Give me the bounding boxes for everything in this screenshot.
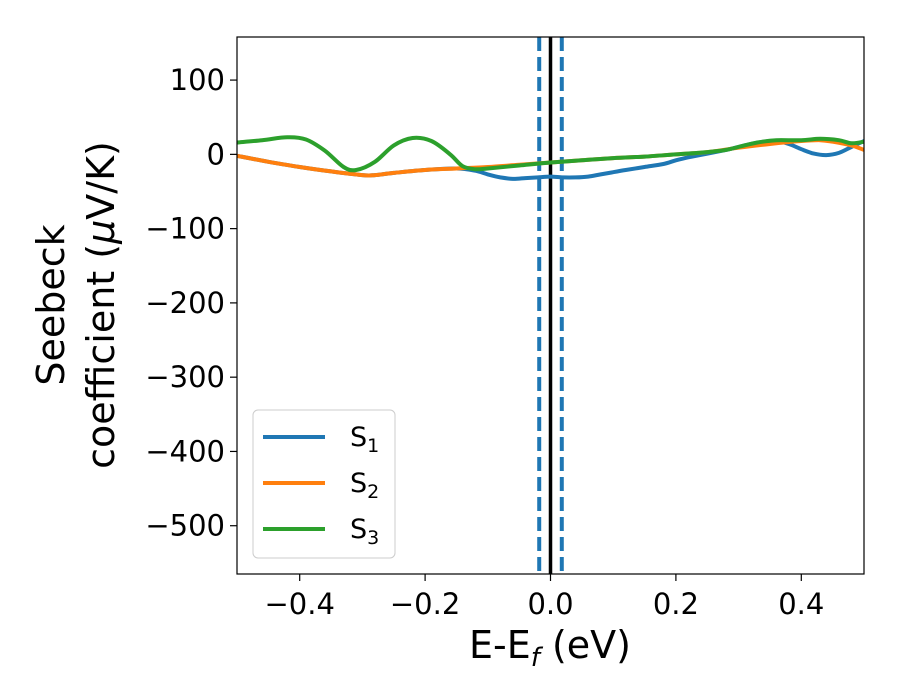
x-axis-label-unit: (eV) bbox=[540, 623, 631, 667]
series-layer bbox=[237, 135, 864, 181]
x-tick-label: 0.4 bbox=[778, 587, 824, 621]
x-axis: −0.4 −0.2 0.0 0.2 0.4 bbox=[264, 574, 824, 621]
legend-label-s3-name: S bbox=[350, 514, 367, 545]
legend-label-s1-name: S bbox=[350, 422, 367, 453]
legend-label-s1: S1 bbox=[350, 422, 379, 457]
y-tick-label: 100 bbox=[170, 63, 225, 97]
legend-label-s2: S2 bbox=[350, 468, 379, 503]
y-axis-label-top: Seebeck bbox=[29, 224, 73, 385]
y-axis-label-pre: coefficient ( bbox=[79, 244, 123, 469]
vline-layer bbox=[537, 37, 564, 574]
y-tick-label: −200 bbox=[145, 286, 225, 320]
x-tick-label: 0.0 bbox=[527, 587, 573, 621]
legend-label-s1-sub: 1 bbox=[367, 435, 379, 457]
y-axis-label-mu: μ bbox=[79, 220, 123, 245]
legend-label-s3: S3 bbox=[350, 514, 379, 549]
series-line-s3 bbox=[237, 135, 864, 173]
x-tick-label: −0.2 bbox=[390, 587, 460, 621]
y-tick-label: 0 bbox=[207, 137, 225, 171]
y-axis-label-unit: V/K) bbox=[79, 141, 123, 220]
y-tick-label: −400 bbox=[145, 434, 225, 468]
x-tick-label: −0.4 bbox=[264, 587, 334, 621]
y-tick-label: −100 bbox=[145, 212, 225, 246]
legend-label-s2-name: S bbox=[350, 468, 367, 499]
legend-label-s3-sub: 3 bbox=[367, 527, 379, 549]
y-tick-label: −300 bbox=[145, 360, 225, 394]
y-axis-label-bottom: coefficient (μV/K) bbox=[79, 141, 123, 469]
y-tick-label: −500 bbox=[145, 509, 225, 543]
legend: S1 S2 S3 bbox=[252, 409, 396, 559]
y-axis: 100 0 −100 −200 −300 −400 −500 bbox=[145, 63, 237, 543]
legend-label-s2-sub: 2 bbox=[367, 481, 379, 503]
x-axis-label-main: E-E bbox=[469, 623, 531, 667]
x-tick-label: 0.2 bbox=[653, 587, 699, 621]
x-axis-label: E-Ef (eV) bbox=[469, 623, 631, 673]
